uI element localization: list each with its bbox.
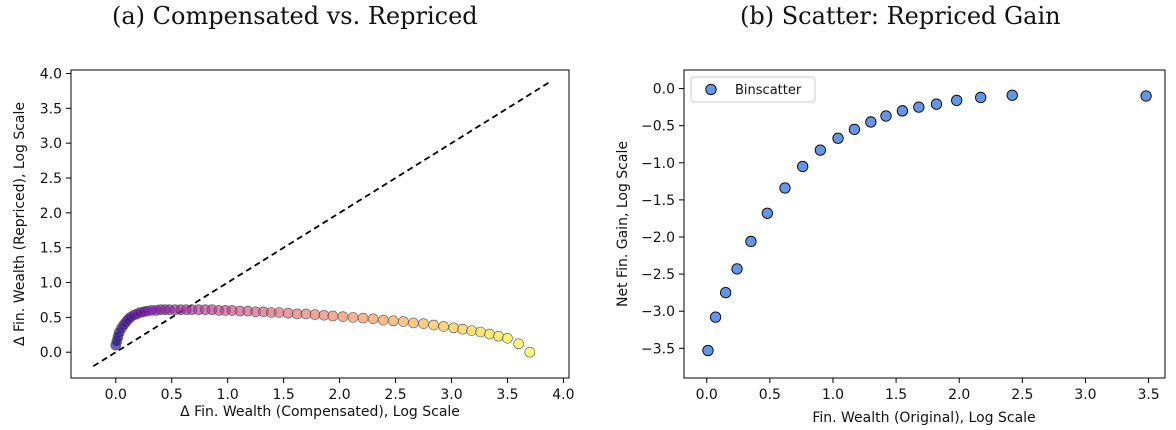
chart-b-plot-area — [683, 69, 1166, 379]
chart-a-x-tick-label: 1.0 — [217, 387, 239, 403]
chart-a-y-tick-label: 2.5 — [40, 171, 62, 187]
chart-b-y-tick-label: −1.0 — [641, 156, 675, 172]
chart-b-point — [797, 160, 809, 173]
chart-b-point — [1006, 89, 1018, 101]
chart-a-point — [466, 325, 477, 336]
chart-a-point — [300, 308, 312, 320]
chart-b-legend-label: Binscatter — [735, 83, 802, 98]
chart-a-x-tick-label: 3.0 — [440, 387, 462, 403]
chart-b-point — [832, 132, 844, 144]
chart-a-point — [282, 307, 294, 319]
chart-b-point — [779, 182, 791, 194]
chart-b-y-axis-label: Net Fin. Gain, Log Scale — [615, 141, 631, 307]
chart-a-point — [309, 309, 321, 320]
chart-a-point — [327, 310, 339, 322]
chart-b-legend-marker — [705, 83, 717, 96]
chart-a-point — [408, 317, 419, 329]
chart-a-plot-area — [70, 69, 570, 379]
chart-a-point — [484, 328, 495, 340]
chart-a-y-tick-label: 3.0 — [40, 136, 62, 152]
chart-a-point — [273, 307, 285, 318]
chart-b-y-tick-label: −3.5 — [641, 341, 675, 357]
chart-a-point — [318, 309, 330, 321]
chart-b-point — [720, 287, 732, 299]
chart-b-point — [930, 98, 943, 110]
chart-b-x-tick-label: 0.0 — [696, 387, 718, 403]
chart-b-point — [865, 116, 877, 128]
chart-a-point — [347, 312, 359, 323]
chart-b-point — [975, 91, 987, 104]
chart-a-point — [513, 338, 524, 350]
chart-b-x-tick-label: 1.0 — [822, 387, 844, 403]
chart-a-point — [524, 346, 536, 358]
chart-b-y-tick-label: −1.5 — [641, 193, 675, 209]
chart-b-point — [702, 344, 714, 357]
chart-b-y-tick-label: −0.5 — [641, 119, 675, 135]
chart-b-x-tick-label: 3.0 — [1074, 387, 1096, 403]
chart-a-x-axis-label: Δ Fin. Wealth (Compensated), Log Scale — [180, 404, 460, 420]
chart-b: 0.0 0.5 1.0 1.5 2.0 2.5 3.0 3.5 0.0 −0.5 −1.0 −1.5 −… — [615, 69, 1166, 426]
chart-a-x-tick-label: 1.5 — [272, 387, 294, 403]
chart-a-y-tick-label: 3.5 — [40, 101, 62, 117]
chart-a-point — [493, 330, 504, 342]
chart-a-y-tick-label: 2.0 — [40, 206, 62, 222]
chart-a-point — [438, 321, 449, 332]
chart-b-x-tick-label: 2.0 — [948, 387, 970, 403]
chart-b-point — [731, 263, 743, 275]
chart-a-x-tick-label: 3.5 — [496, 387, 518, 403]
chart-b-legend: Binscatter — [690, 76, 816, 103]
chart-a-point — [502, 332, 513, 344]
chart-a-point — [377, 314, 389, 326]
chart-b-point — [814, 144, 826, 156]
chart-b-point — [761, 207, 773, 219]
chart-a-y-tick-label: 0.0 — [40, 345, 62, 361]
chart-a-point — [337, 311, 349, 322]
chart-b-point — [880, 110, 892, 122]
chart-a: 0.0 0.5 1.0 1.5 2.0 2.5 3.0 3.5 4.0 0.0 0.5 1.0 1.5 2… — [12, 66, 575, 420]
chart-a-point — [388, 315, 399, 327]
chart-a-y-axis-label: Δ Fin. Wealth (Repriced), Log Scale — [12, 102, 28, 346]
chart-a-y-tick-label: 0.5 — [40, 310, 62, 326]
chart-a-point — [457, 323, 468, 335]
chart-a-point — [428, 319, 439, 331]
chart-a-point — [448, 322, 460, 334]
chart-b-point — [896, 105, 909, 117]
chart-a-point — [398, 316, 409, 327]
chart-a-y-tick-label: 1.0 — [40, 276, 62, 292]
chart-b-point — [745, 235, 757, 248]
chart-b-x-tick-label: 0.5 — [759, 387, 781, 403]
chart-b-point — [913, 101, 925, 113]
chart-b-point — [1140, 90, 1152, 102]
chart-a-point — [475, 326, 486, 338]
chart-a-x-tick-label: 4.0 — [552, 387, 574, 403]
chart-b-x-tick-label: 3.5 — [1137, 387, 1159, 403]
chart-b-y-tick-label: 0.0 — [653, 82, 675, 98]
chart-b-y-tick-label: −3.0 — [641, 304, 675, 320]
chart-a-x-tick-label: 0.0 — [105, 387, 127, 403]
chart-b-point — [848, 123, 861, 136]
chart-b-x-axis-label: Fin. Wealth (Original), Log Scale — [812, 410, 1035, 426]
chart-a-y-tick-label: 4.0 — [40, 66, 62, 82]
chart-a-point — [418, 318, 429, 329]
chart-b-y-tick-label: −2.5 — [641, 267, 675, 283]
chart-b-y-tick-label: −2.0 — [641, 230, 675, 246]
chart-b-point — [951, 94, 963, 107]
chart-a-y-tick-label: 1.5 — [40, 241, 62, 257]
chart-a-point — [367, 313, 379, 325]
chart-b-title: (b) Scatter: Repriced Gain — [740, 2, 1061, 30]
chart-a-point — [357, 312, 369, 324]
chart-a-x-tick-label: 2.5 — [384, 387, 406, 403]
chart-b-point — [709, 311, 722, 323]
chart-a-x-tick-label: 2.0 — [328, 387, 350, 403]
chart-b-x-tick-label: 1.5 — [885, 387, 907, 403]
chart-b-x-tick-label: 2.5 — [1011, 387, 1033, 403]
chart-a-reference-line — [92, 81, 550, 367]
chart-a-x-tick-label: 0.5 — [161, 387, 183, 403]
chart-a-title: (a) Compensated vs. Repriced — [112, 2, 478, 30]
chart-a-point — [291, 308, 303, 320]
